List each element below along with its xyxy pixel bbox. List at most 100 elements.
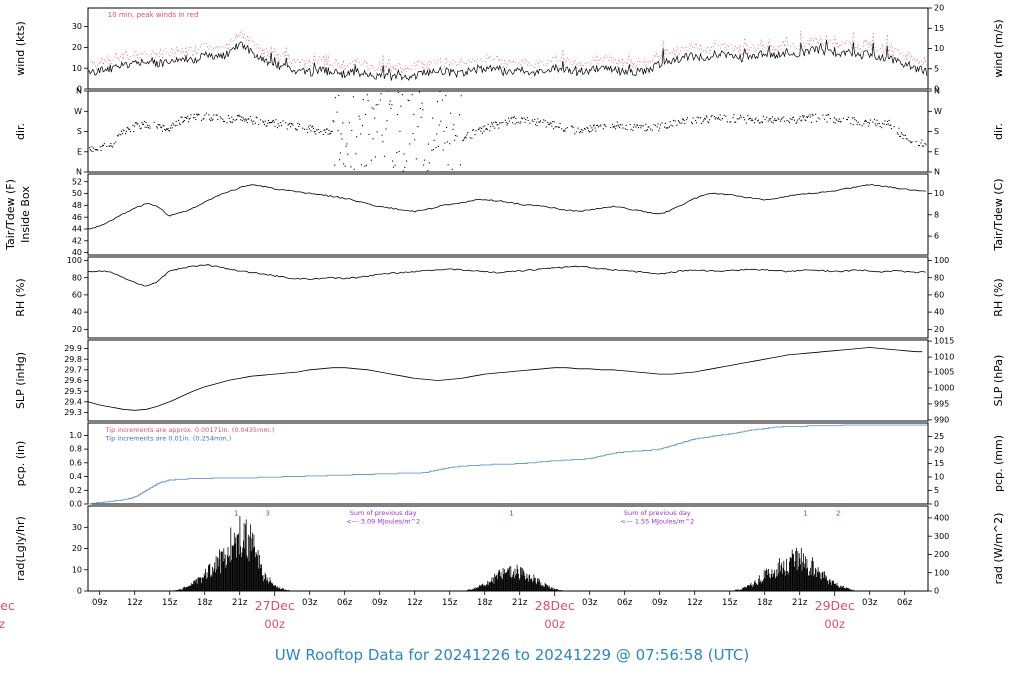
y-tick-label: 10 bbox=[934, 44, 944, 53]
y-tick-label: 30 bbox=[72, 523, 82, 532]
y-tick-label: 44 bbox=[72, 225, 82, 234]
y-tick-label: 29.6 bbox=[64, 376, 82, 385]
y-tick-label: 8 bbox=[934, 210, 939, 219]
x-tick-label: 18z bbox=[197, 598, 213, 608]
panel-annotation: <--- 3.09 MJoules/m^2 bbox=[346, 518, 420, 526]
wind-direction-scatter bbox=[89, 90, 927, 173]
tair-trace bbox=[87, 183, 926, 230]
axis-title-left: wind (kts) bbox=[14, 21, 27, 76]
y-tick-label: 50 bbox=[72, 189, 82, 198]
y-tick-label: 995 bbox=[934, 400, 949, 409]
y-tick-label: 100 bbox=[934, 568, 949, 577]
x-tick-label: 15z bbox=[442, 598, 458, 608]
axis-title-right: wind (m/s) bbox=[992, 19, 1005, 77]
y-tick-label: 42 bbox=[72, 236, 82, 245]
rad-event-marker: 1 bbox=[509, 510, 513, 518]
panel-frame-dir bbox=[87, 90, 929, 173]
y-tick-label: 990 bbox=[934, 416, 949, 425]
y-tick-label: 20 bbox=[934, 446, 944, 455]
axis-title-left: dir. bbox=[14, 123, 27, 140]
y-tick-label: W bbox=[74, 107, 82, 116]
y-tick-label: 0 bbox=[934, 587, 939, 596]
y-tick-label: 40 bbox=[72, 248, 82, 257]
y-tick-label: N bbox=[76, 87, 82, 96]
y-tick-label: 5 bbox=[934, 64, 939, 73]
wind-trace bbox=[87, 40, 928, 81]
y-tick-label: 0 bbox=[934, 500, 939, 509]
x-tick-label: 21z bbox=[232, 598, 248, 608]
y-tick-label: 100 bbox=[934, 256, 949, 265]
y-tick-label: 10 bbox=[934, 473, 944, 482]
y-tick-label: 20 bbox=[72, 43, 82, 52]
y-tick-label: 5 bbox=[934, 486, 939, 495]
date-label-hour: 00z bbox=[264, 617, 285, 631]
axis-title-left: SLP (inHg) bbox=[14, 352, 27, 409]
y-tick-label: 400 bbox=[934, 514, 949, 523]
y-tick-label: 29.7 bbox=[64, 365, 82, 374]
y-tick-label: 10 bbox=[72, 565, 82, 574]
y-tick-label: S bbox=[77, 127, 82, 136]
y-tick-label: 1015 bbox=[934, 337, 954, 346]
date-label-hour: 00z bbox=[824, 617, 845, 631]
x-tick-label: 12z bbox=[127, 598, 143, 608]
date-label-hour: 00z bbox=[0, 617, 5, 631]
x-tick-label: 09z bbox=[372, 598, 388, 608]
solar-radiation-bars bbox=[172, 516, 857, 591]
precip-cumulative-trace bbox=[88, 424, 928, 505]
slp-trace bbox=[87, 347, 923, 411]
axis-title-right: rad (W/m^2) bbox=[992, 513, 1005, 585]
y-tick-label: 30 bbox=[72, 22, 82, 31]
x-tick-label: 18z bbox=[477, 598, 493, 608]
axis-title-right: SLP (hPa) bbox=[992, 355, 1005, 407]
y-tick-label: 20 bbox=[934, 325, 944, 334]
x-tick-label: 09z bbox=[652, 598, 668, 608]
y-tick-label: 40 bbox=[934, 308, 944, 317]
panel-frame-slp bbox=[87, 339, 929, 422]
y-tick-label: 0 bbox=[934, 85, 939, 94]
y-tick-label: S bbox=[934, 127, 939, 136]
axis-title-right: dir. bbox=[992, 123, 1005, 140]
y-tick-label: 20 bbox=[934, 4, 944, 13]
y-tick-label: 300 bbox=[934, 532, 949, 541]
y-tick-label: 29.3 bbox=[64, 408, 82, 417]
date-label: 28Dec bbox=[535, 598, 575, 613]
y-tick-label: 80 bbox=[72, 273, 82, 282]
x-tick-label: 03z bbox=[302, 598, 318, 608]
panel-annotation: Sum of previous day bbox=[624, 509, 691, 517]
axis-title-left: pcp. (in) bbox=[14, 441, 27, 487]
y-tick-label: 80 bbox=[934, 273, 944, 282]
rad-event-marker: 3 bbox=[265, 510, 269, 518]
y-tick-label: N bbox=[76, 168, 82, 177]
rh-trace bbox=[87, 264, 926, 287]
x-tick-label: 21z bbox=[512, 598, 528, 608]
panel-annotation: <--- 1.55 MJoules/m^2 bbox=[620, 518, 694, 526]
y-tick-label: 48 bbox=[72, 201, 82, 210]
x-tick-label: 18z bbox=[757, 598, 773, 608]
y-tick-label: 20 bbox=[72, 544, 82, 553]
axis-title-right: RH (%) bbox=[992, 278, 1005, 316]
y-tick-label: 200 bbox=[934, 550, 949, 559]
rad-event-marker: 1 bbox=[803, 510, 807, 518]
y-tick-label: W bbox=[934, 107, 942, 116]
y-tick-label: E bbox=[934, 147, 939, 156]
axis-title-left: Tair/Tdew (F) bbox=[4, 179, 17, 251]
y-tick-label: 29.5 bbox=[64, 387, 82, 396]
y-tick-label: 1010 bbox=[934, 353, 954, 362]
axis-title-left-2: Inside Box bbox=[19, 186, 32, 243]
y-tick-label: 20 bbox=[72, 325, 82, 334]
x-tick-label: 03z bbox=[862, 598, 878, 608]
y-tick-label: 1.0 bbox=[69, 431, 82, 440]
y-tick-label: N bbox=[934, 168, 940, 177]
y-tick-label: 1000 bbox=[934, 384, 954, 393]
date-label: 26Dec bbox=[0, 598, 15, 613]
y-tick-label: 0.0 bbox=[69, 500, 82, 509]
y-tick-label: 60 bbox=[934, 291, 944, 300]
x-tick-label: 03z bbox=[582, 598, 598, 608]
x-tick-label: 12z bbox=[407, 598, 423, 608]
y-tick-label: 15 bbox=[934, 24, 944, 33]
y-tick-label: 52 bbox=[72, 177, 82, 186]
y-tick-label: 100 bbox=[67, 256, 82, 265]
x-tick-label: 06z bbox=[617, 598, 633, 608]
